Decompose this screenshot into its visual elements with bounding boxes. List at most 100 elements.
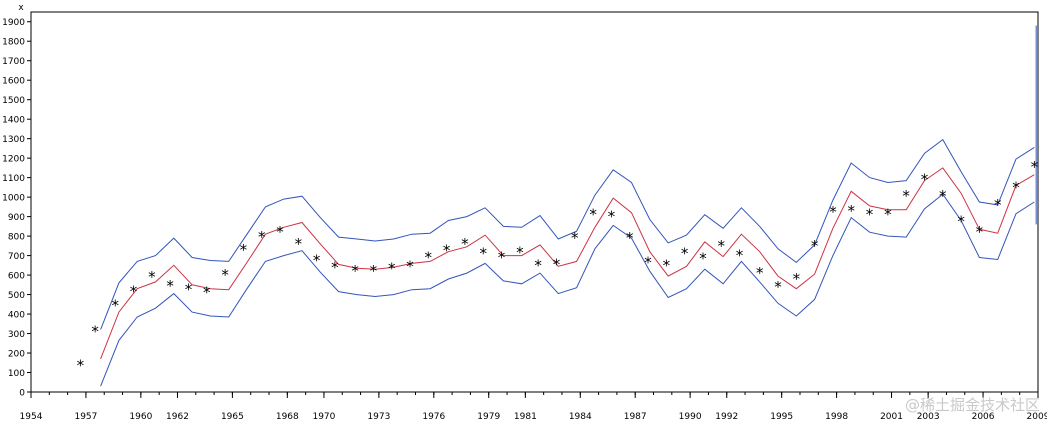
observed-point: * bbox=[553, 255, 561, 273]
observed-point: * bbox=[370, 262, 378, 280]
y-tick-label: 200 bbox=[8, 350, 25, 360]
observed-point: * bbox=[976, 223, 984, 241]
observed-point: * bbox=[1012, 178, 1020, 196]
y-tick-label: 1500 bbox=[2, 96, 25, 106]
x-tick-label: 1968 bbox=[276, 412, 299, 422]
y-tick-label: 1000 bbox=[2, 194, 25, 204]
x-tick-label: 1965 bbox=[221, 412, 244, 422]
observed-point: * bbox=[866, 206, 874, 224]
observed-point: * bbox=[626, 229, 634, 247]
x-tick-label: 1984 bbox=[569, 412, 592, 422]
observed-point: * bbox=[479, 245, 487, 263]
observed-point: * bbox=[130, 283, 138, 301]
observed-point: * bbox=[718, 237, 726, 255]
series-lines bbox=[100, 25, 1037, 387]
x-tick-label: 2001 bbox=[880, 412, 903, 422]
observed-point: * bbox=[516, 244, 524, 262]
observed-point: * bbox=[847, 202, 855, 220]
observed-point: * bbox=[534, 256, 542, 274]
y-tick-label: 1300 bbox=[2, 135, 25, 145]
y-tick-label: 400 bbox=[8, 311, 25, 321]
x-tick-label: 1973 bbox=[367, 412, 390, 422]
observed-markers: * * * * * * * * * * * * * * * * * * * * * * * * * * * * * * * * * * * * * * * *… bbox=[77, 158, 1039, 375]
y-tick-label: 1600 bbox=[2, 77, 25, 87]
observed-point: * bbox=[148, 268, 156, 286]
observed-point: * bbox=[388, 259, 396, 277]
axes bbox=[30, 11, 1039, 393]
observed-point: * bbox=[221, 266, 229, 284]
observed-point: * bbox=[1031, 158, 1039, 176]
x-tick-label: 1954 bbox=[20, 412, 43, 422]
x-tick-label: 1979 bbox=[477, 412, 500, 422]
y-tick-label: 1400 bbox=[2, 116, 25, 126]
y-tick-label: 300 bbox=[8, 330, 25, 340]
x-tick-label: 1992 bbox=[715, 412, 738, 422]
x-tick-label: 2003 bbox=[917, 412, 940, 422]
observed-point: * bbox=[258, 228, 266, 246]
observed-point: * bbox=[571, 229, 579, 247]
observed-point: * bbox=[203, 284, 211, 302]
observed-point: * bbox=[91, 323, 99, 341]
observed-point: * bbox=[166, 277, 174, 295]
observed-point: * bbox=[443, 242, 451, 260]
observed-point: * bbox=[425, 249, 433, 267]
y-tick-label: 1900 bbox=[2, 18, 25, 28]
x-tick-label: 1998 bbox=[825, 412, 848, 422]
watermark: @稀土掘金技术社区 bbox=[905, 396, 1040, 414]
y-tick-label: 0 bbox=[19, 389, 25, 399]
y-tick-label: 900 bbox=[8, 213, 25, 223]
observed-point: * bbox=[331, 258, 339, 276]
y-tick-label: 500 bbox=[8, 291, 25, 301]
x-tick-label: 1987 bbox=[624, 412, 647, 422]
y-axis-label: x bbox=[18, 3, 24, 13]
x-tick-label: 1960 bbox=[129, 412, 152, 422]
y-tick-label: 600 bbox=[8, 272, 25, 282]
observed-point: * bbox=[663, 256, 671, 274]
x-tick-label: 1970 bbox=[312, 412, 335, 422]
observed-point: * bbox=[185, 281, 193, 299]
observed-point: * bbox=[351, 262, 359, 280]
x-axis-ticks: 1954 1957 1960 1962 1965 1968 1970 1973 1976 1979… bbox=[20, 392, 1047, 422]
observed-point: * bbox=[957, 213, 965, 231]
observed-point: * bbox=[902, 187, 910, 205]
observed-point: * bbox=[240, 241, 248, 259]
x-tick-label: 2009 bbox=[1027, 412, 1047, 422]
x-tick-label: 1995 bbox=[770, 412, 793, 422]
upper-line bbox=[100, 138, 1035, 330]
x-tick-label: 1990 bbox=[679, 412, 702, 422]
observed-point: * bbox=[756, 264, 764, 282]
observed-point: * bbox=[811, 237, 819, 255]
y-tick-label: 1800 bbox=[2, 38, 25, 48]
y-axis-ticks: 0 100 200 300 400 500 600 700 800 900 1000 1100 1200… bbox=[2, 18, 31, 399]
x-tick-label: 1981 bbox=[514, 412, 537, 422]
y-tick-label: 1100 bbox=[2, 174, 25, 184]
lower-line bbox=[100, 193, 1035, 387]
x-tick-label: 1962 bbox=[166, 412, 189, 422]
observed-point: * bbox=[276, 223, 284, 241]
x-tick-label: 2006 bbox=[972, 412, 995, 422]
observed-point: * bbox=[793, 270, 801, 288]
observed-point: * bbox=[644, 253, 652, 271]
observed-point: * bbox=[589, 206, 597, 224]
y-tick-label: 800 bbox=[8, 233, 25, 243]
observed-point: * bbox=[681, 245, 689, 263]
observed-point: * bbox=[608, 208, 616, 226]
y-tick-label: 1700 bbox=[2, 57, 25, 67]
observed-point: * bbox=[295, 235, 303, 253]
observed-point: * bbox=[774, 278, 782, 296]
observed-point: * bbox=[77, 357, 85, 375]
y-tick-label: 700 bbox=[8, 252, 25, 262]
observed-point: * bbox=[884, 206, 892, 224]
observed-point: * bbox=[994, 196, 1002, 214]
observed-point: * bbox=[939, 187, 947, 205]
observed-point: * bbox=[829, 203, 837, 221]
observed-point: * bbox=[498, 249, 506, 267]
y-tick-label: 1200 bbox=[2, 155, 25, 165]
y-tick-label: 100 bbox=[8, 369, 25, 379]
x-tick-label: 1957 bbox=[74, 412, 97, 422]
observed-point: * bbox=[736, 247, 744, 265]
x-tick-label: 1976 bbox=[422, 412, 445, 422]
observed-point: * bbox=[313, 251, 321, 269]
forecast-line bbox=[100, 167, 1035, 360]
